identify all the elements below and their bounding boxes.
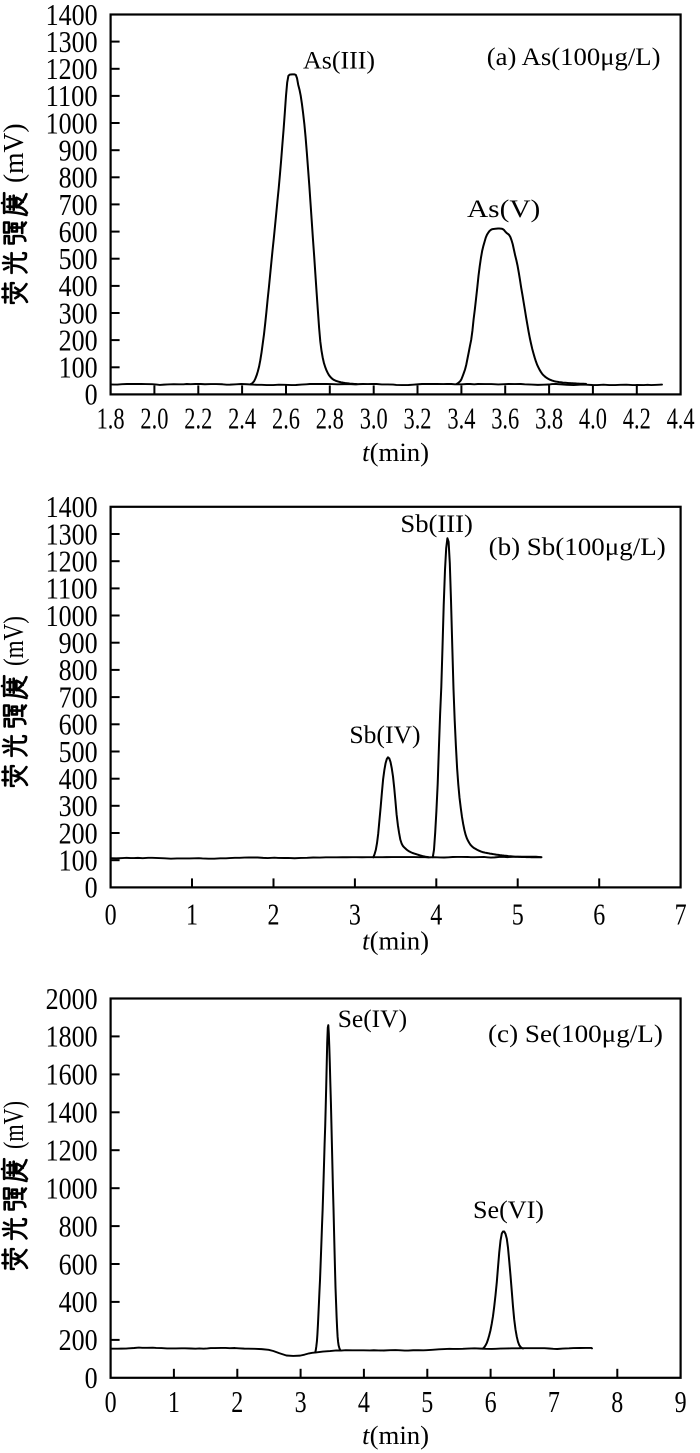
svg-text:300: 300	[59, 295, 98, 330]
svg-text:7: 7	[675, 897, 687, 932]
svg-text:8: 8	[611, 1384, 623, 1419]
svg-text:(min): (min)	[370, 1421, 430, 1450]
svg-text:2.2: 2.2	[184, 400, 212, 435]
svg-text:400: 400	[59, 268, 98, 303]
svg-text:Sb(IV): Sb(IV)	[349, 720, 420, 749]
svg-text:(min): (min)	[370, 438, 430, 467]
svg-text:t: t	[362, 1421, 370, 1450]
svg-text:1200: 1200	[46, 51, 98, 86]
svg-text:(b) Sb(100μg/L): (b) Sb(100μg/L)	[489, 532, 666, 561]
svg-text:6: 6	[593, 897, 605, 932]
svg-text:3.4: 3.4	[447, 400, 475, 435]
svg-text:5: 5	[512, 897, 524, 932]
svg-text:500: 500	[59, 734, 98, 769]
svg-text:900: 900	[59, 133, 98, 168]
svg-text:Se(VI): Se(VI)	[473, 1195, 544, 1224]
svg-text:400: 400	[59, 1284, 98, 1319]
svg-text:700: 700	[59, 679, 98, 714]
svg-text:4: 4	[358, 1384, 370, 1419]
svg-text:900: 900	[59, 625, 98, 660]
svg-text:200: 200	[59, 815, 98, 850]
svg-text:0: 0	[105, 897, 117, 932]
svg-text:1800: 1800	[46, 1019, 98, 1054]
svg-text:4: 4	[430, 897, 442, 932]
svg-text:4.2: 4.2	[623, 400, 651, 435]
svg-text:300: 300	[59, 788, 98, 823]
svg-text:1000: 1000	[46, 598, 98, 633]
svg-text:Sb(III): Sb(III)	[400, 509, 473, 538]
svg-text:7: 7	[548, 1384, 560, 1419]
svg-text:0: 0	[105, 1384, 117, 1419]
svg-text:1300: 1300	[46, 24, 98, 59]
svg-text:4.4: 4.4	[667, 400, 695, 435]
svg-text:1400: 1400	[46, 489, 98, 524]
svg-text:6: 6	[485, 1384, 497, 1419]
svg-text:200: 200	[59, 1322, 98, 1357]
svg-text:400: 400	[59, 761, 98, 796]
svg-text:1100: 1100	[46, 571, 98, 606]
svg-text:(mV): (mV)	[0, 124, 30, 184]
svg-text:As(V): As(V)	[467, 194, 540, 223]
svg-text:3: 3	[349, 897, 361, 932]
svg-text:800: 800	[59, 1208, 98, 1243]
svg-text:2: 2	[268, 897, 280, 932]
svg-text:9: 9	[675, 1384, 687, 1419]
svg-text:2.4: 2.4	[228, 400, 256, 435]
svg-text:800: 800	[59, 160, 98, 195]
svg-text:(c) Se(100μg/L): (c) Se(100μg/L)	[488, 1019, 663, 1048]
svg-text:1000: 1000	[46, 1171, 98, 1206]
svg-text:2.0: 2.0	[140, 400, 168, 435]
svg-text:1200: 1200	[46, 544, 98, 579]
svg-text:0: 0	[85, 870, 98, 905]
svg-text:0: 0	[85, 377, 98, 412]
svg-text:As(III): As(III)	[303, 46, 375, 75]
svg-text:1400: 1400	[46, 0, 98, 32]
svg-text:500: 500	[59, 241, 98, 276]
svg-text:(a) As(100μg/L): (a) As(100μg/L)	[487, 42, 661, 71]
svg-text:1200: 1200	[46, 1133, 98, 1168]
svg-text:t: t	[362, 927, 370, 956]
svg-text:1.8: 1.8	[97, 400, 125, 435]
svg-text:100: 100	[59, 350, 98, 385]
svg-text:(mV): (mV)	[0, 616, 30, 666]
svg-text:4.0: 4.0	[579, 400, 607, 435]
svg-text:Se(IV): Se(IV)	[338, 1004, 407, 1033]
svg-text:1000: 1000	[46, 105, 98, 140]
svg-text:1300: 1300	[46, 516, 98, 551]
svg-text:700: 700	[59, 187, 98, 222]
svg-text:1600: 1600	[46, 1057, 98, 1092]
svg-text:600: 600	[59, 707, 98, 742]
svg-text:800: 800	[59, 652, 98, 687]
svg-text:1: 1	[168, 1384, 180, 1419]
svg-text:2: 2	[231, 1384, 243, 1419]
svg-text:0: 0	[85, 1360, 98, 1395]
svg-text:3: 3	[295, 1384, 307, 1419]
svg-text:2.8: 2.8	[316, 400, 344, 435]
svg-text:(min): (min)	[370, 927, 430, 956]
svg-text:3.6: 3.6	[491, 400, 519, 435]
svg-text:(mV): (mV)	[0, 1101, 30, 1149]
svg-text:1100: 1100	[46, 78, 98, 113]
svg-text:t: t	[362, 438, 370, 467]
svg-text:1: 1	[186, 897, 198, 932]
svg-text:3.8: 3.8	[535, 400, 563, 435]
svg-text:100: 100	[59, 843, 98, 878]
svg-text:200: 200	[59, 322, 98, 357]
svg-text:600: 600	[59, 214, 98, 249]
svg-text:1400: 1400	[46, 1095, 98, 1130]
svg-text:3.0: 3.0	[360, 400, 388, 435]
svg-text:5: 5	[421, 1384, 433, 1419]
svg-text:3.2: 3.2	[404, 400, 432, 435]
svg-text:600: 600	[59, 1246, 98, 1281]
svg-text:2.6: 2.6	[272, 400, 300, 435]
svg-text:2000: 2000	[46, 981, 98, 1016]
